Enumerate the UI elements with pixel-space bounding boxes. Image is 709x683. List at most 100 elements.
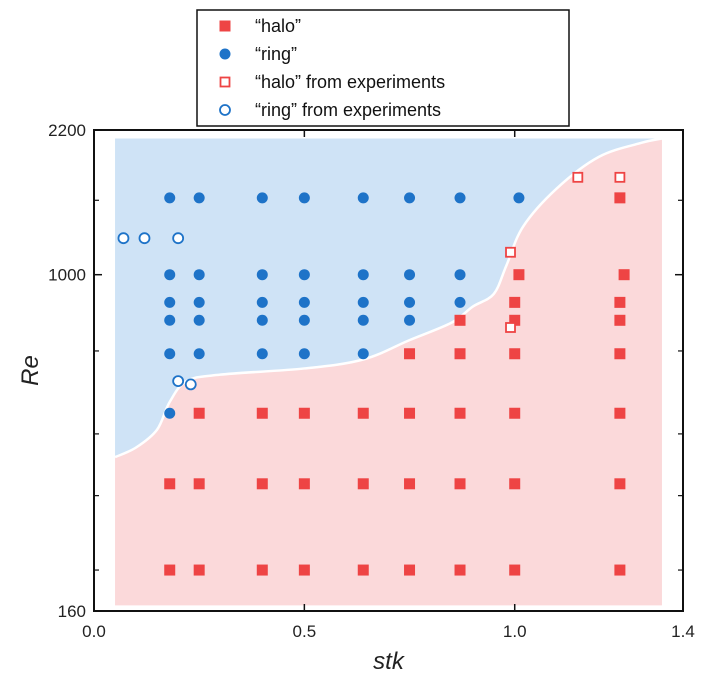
data-point-circle xyxy=(164,192,176,204)
data-point-circle xyxy=(357,314,369,326)
data-point-square xyxy=(614,296,626,308)
data-point-square xyxy=(357,564,369,576)
data-point-square xyxy=(164,564,176,576)
data-point-square xyxy=(614,564,626,576)
legend-label: “halo” xyxy=(255,16,301,36)
data-point-square xyxy=(298,564,310,576)
region-boundary xyxy=(114,137,663,459)
data-point-circle-open xyxy=(184,378,197,391)
data-point-circle xyxy=(164,269,176,281)
data-point-circle xyxy=(404,269,416,281)
data-point-square xyxy=(614,478,626,490)
data-point-square xyxy=(193,407,205,419)
data-point-square xyxy=(256,564,268,576)
data-point-circle-open xyxy=(172,232,185,245)
chart-regions xyxy=(114,137,663,606)
x-tick-label: 1.4 xyxy=(671,622,695,641)
data-point-square xyxy=(404,478,416,490)
legend-label: “ring” xyxy=(255,44,297,64)
axis-ticks: 0.0 0.5 1.0 1.4 160 1000 2200 xyxy=(48,121,695,641)
data-point-circle xyxy=(164,296,176,308)
data-point-square xyxy=(357,407,369,419)
data-point-circle xyxy=(298,192,310,204)
legend-label: “halo” from experiments xyxy=(255,72,445,92)
data-point-square xyxy=(404,348,416,360)
x-tick-label: 0.0 xyxy=(82,622,106,641)
data-point-circle xyxy=(357,192,369,204)
data-point-circle xyxy=(193,314,205,326)
data-point-circle xyxy=(298,269,310,281)
chart-marks xyxy=(117,171,630,576)
data-point-circle xyxy=(404,314,416,326)
data-point-square xyxy=(454,348,466,360)
legend-label: “ring” from experiments xyxy=(255,100,441,120)
data-point-circle xyxy=(357,269,369,281)
data-point-circle xyxy=(357,348,369,360)
data-point-circle xyxy=(256,269,268,281)
data-point-square xyxy=(454,314,466,326)
legend-marker xyxy=(219,76,231,88)
legend-marker xyxy=(219,20,231,32)
data-point-square xyxy=(454,478,466,490)
data-point-circle xyxy=(357,296,369,308)
data-point-square xyxy=(256,407,268,419)
data-point-circle-open xyxy=(117,232,130,245)
data-point-circle xyxy=(193,192,205,204)
data-point-square xyxy=(404,407,416,419)
data-point-circle xyxy=(404,296,416,308)
data-point-square xyxy=(614,407,626,419)
data-point-circle xyxy=(164,348,176,360)
data-point-circle xyxy=(256,314,268,326)
data-point-square xyxy=(509,348,521,360)
x-axis-title: stk xyxy=(373,648,406,675)
data-point-square xyxy=(164,478,176,490)
data-point-square xyxy=(614,192,626,204)
data-point-square xyxy=(193,478,205,490)
data-point-circle xyxy=(193,348,205,360)
y-axis-title: Re xyxy=(17,355,44,386)
data-point-circle-open xyxy=(138,232,151,245)
data-point-circle xyxy=(193,269,205,281)
data-point-circle-open xyxy=(172,375,185,387)
halo-region xyxy=(115,138,662,606)
data-point-square xyxy=(256,478,268,490)
data-point-square xyxy=(298,478,310,490)
data-point-square-open xyxy=(505,246,516,258)
data-point-square xyxy=(404,564,416,576)
data-point-square xyxy=(509,564,521,576)
data-point-circle xyxy=(298,348,310,360)
data-point-circle xyxy=(513,192,525,204)
data-point-circle xyxy=(256,348,268,360)
data-point-square-open xyxy=(505,322,516,333)
data-point-circle xyxy=(256,192,268,204)
y-tick-label: 2200 xyxy=(48,121,86,140)
data-point-square xyxy=(509,407,521,419)
x-tick-label: 1.0 xyxy=(503,622,527,641)
legend-box xyxy=(196,9,570,127)
data-point-square xyxy=(513,269,525,281)
x-tick-label: 0.5 xyxy=(293,622,317,641)
data-point-circle xyxy=(164,407,176,419)
legend-marker xyxy=(219,104,231,116)
ring-region xyxy=(115,138,662,458)
data-point-circle xyxy=(298,314,310,326)
data-point-square xyxy=(509,478,521,490)
data-point-square xyxy=(193,564,205,576)
y-tick-label: 1000 xyxy=(48,266,86,285)
data-point-square xyxy=(614,314,626,326)
data-point-square xyxy=(509,296,521,308)
data-point-square xyxy=(298,407,310,419)
data-point-circle xyxy=(454,269,466,281)
legend: “halo” “ring” “halo” from experiments “ring… xyxy=(196,9,570,127)
data-point-circle xyxy=(454,192,466,204)
plot-frame xyxy=(93,129,684,612)
data-point-circle xyxy=(404,192,416,204)
data-point-square xyxy=(357,478,369,490)
legend-marker xyxy=(219,48,231,60)
data-point-circle xyxy=(454,296,466,308)
y-tick-label: 160 xyxy=(58,602,86,621)
data-point-square xyxy=(509,314,521,326)
data-point-square-open xyxy=(572,171,584,183)
data-point-square xyxy=(454,407,466,419)
